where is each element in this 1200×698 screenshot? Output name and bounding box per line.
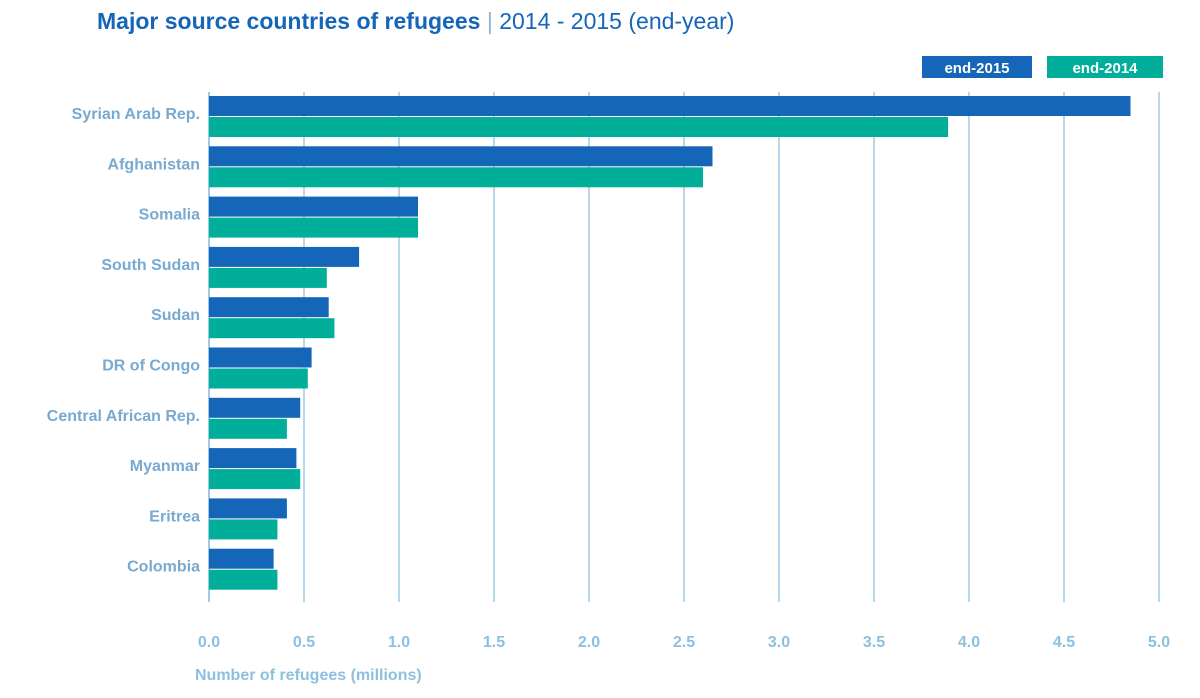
x-tick-label: 3.0 (768, 634, 790, 651)
category-label: Afghanistan (108, 156, 200, 173)
chart-title-main: Major source countries of refugees (97, 8, 481, 34)
legend-swatch-end-2014 (1047, 56, 1163, 78)
legend-label-end-2014: end-2014 (1072, 60, 1138, 77)
category-label: Central African Rep. (47, 408, 200, 425)
x-tick-label: 1.0 (388, 634, 410, 651)
bar-end-2014 (209, 217, 418, 238)
chart-title-subtitle: 2014 - 2015 (end-year) (499, 8, 735, 34)
x-tick-label: 2.0 (578, 634, 600, 651)
category-label: DR of Congo (102, 358, 200, 375)
bar-end-2014 (209, 167, 703, 188)
category-label: Sudan (151, 307, 200, 324)
category-label: South Sudan (101, 257, 200, 274)
bar-end-2014 (209, 117, 949, 137)
legend-label-end-2015: end-2015 (944, 60, 1009, 77)
x-tick-label: 2.5 (673, 634, 695, 651)
category-label: Somalia (139, 207, 200, 224)
bar-end-2015 (209, 548, 274, 569)
x-tick-label: 1.5 (483, 634, 505, 651)
legend: end-2015 end-2014 (922, 56, 1163, 78)
bar-end-2015 (209, 196, 418, 217)
category-label: Myanmar (130, 458, 200, 475)
x-tick-labels: 0.0 0.5 1.0 1.5 2.0 2.5 3.0 3.5 4.0 4.5 5.0 (198, 634, 1170, 651)
bar-end-2014 (209, 318, 335, 339)
chart-title-separator: | (486, 8, 493, 34)
bar-end-2015 (209, 297, 329, 318)
bar-end-2015 (209, 448, 297, 469)
x-tick-label: 0.0 (198, 634, 220, 651)
x-axis-title: Number of refugees (millions) (195, 667, 422, 684)
category-label: Colombia (127, 559, 200, 576)
bar-end-2015 (209, 246, 360, 267)
x-tick-label: 5.0 (1148, 634, 1170, 651)
bars (209, 96, 1131, 590)
bar-end-2014 (209, 418, 287, 439)
bar-end-2014 (209, 368, 308, 389)
x-tick-label: 3.5 (863, 634, 885, 651)
bar-end-2014 (209, 267, 327, 288)
bar-end-2015 (209, 96, 1131, 116)
x-tick-label: 4.0 (958, 634, 980, 651)
category-label: Syrian Arab Rep. (72, 106, 200, 123)
bar-end-2015 (209, 397, 301, 418)
category-label: Eritrea (149, 508, 200, 525)
bar-end-2014 (209, 569, 278, 590)
bar-end-2014 (209, 519, 278, 540)
bar-end-2015 (209, 347, 312, 368)
bar-end-2015 (209, 498, 287, 519)
chart-title: Major source countries of refugees | 201… (97, 8, 734, 35)
bar-end-2014 (209, 469, 301, 490)
gridlines (208, 92, 1160, 602)
legend-swatch-end-2015 (922, 56, 1032, 78)
x-tick-label: 0.5 (293, 634, 315, 651)
category-labels: Syrian Arab Rep. Afghanistan Somalia South … (47, 106, 200, 576)
x-tick-label: 4.5 (1053, 634, 1075, 651)
bar-end-2015 (209, 146, 713, 167)
